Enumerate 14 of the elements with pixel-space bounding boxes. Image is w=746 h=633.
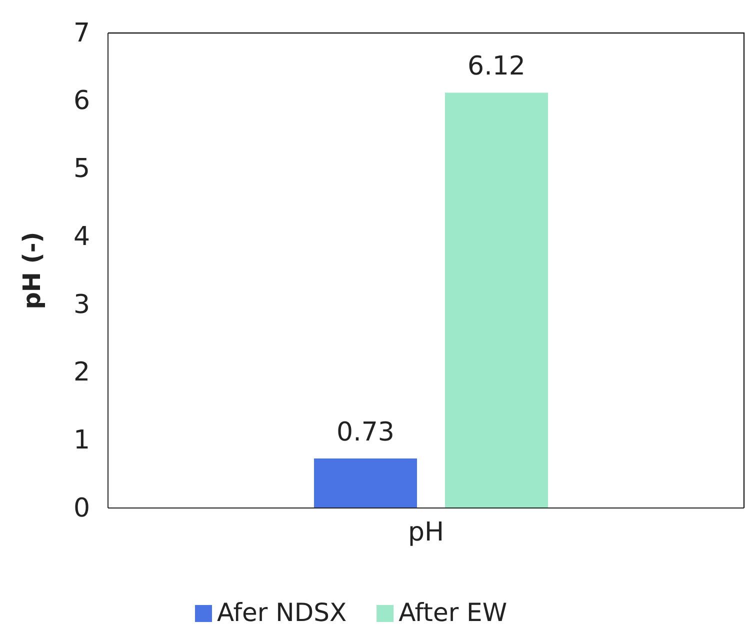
legend-label: Afer NDSX [217, 598, 347, 627]
y-tick-label: 4 [73, 222, 90, 252]
legend-label: After EW [398, 598, 508, 627]
data-label: 0.73 [336, 417, 394, 448]
y-tick-label: 2 [73, 358, 90, 388]
y-tick-label: 0 [73, 493, 90, 524]
y-tick-label: 1 [73, 425, 90, 456]
y-axis-title: pH (-) [18, 232, 46, 310]
y-tick-label: 5 [73, 154, 90, 184]
data-label: 6.12 [468, 52, 526, 82]
y-tick-label: 3 [73, 290, 90, 320]
y-tick-label: 6 [73, 86, 90, 116]
x-tick-label: pH [408, 517, 444, 548]
y-tick-label: 7 [73, 18, 90, 48]
